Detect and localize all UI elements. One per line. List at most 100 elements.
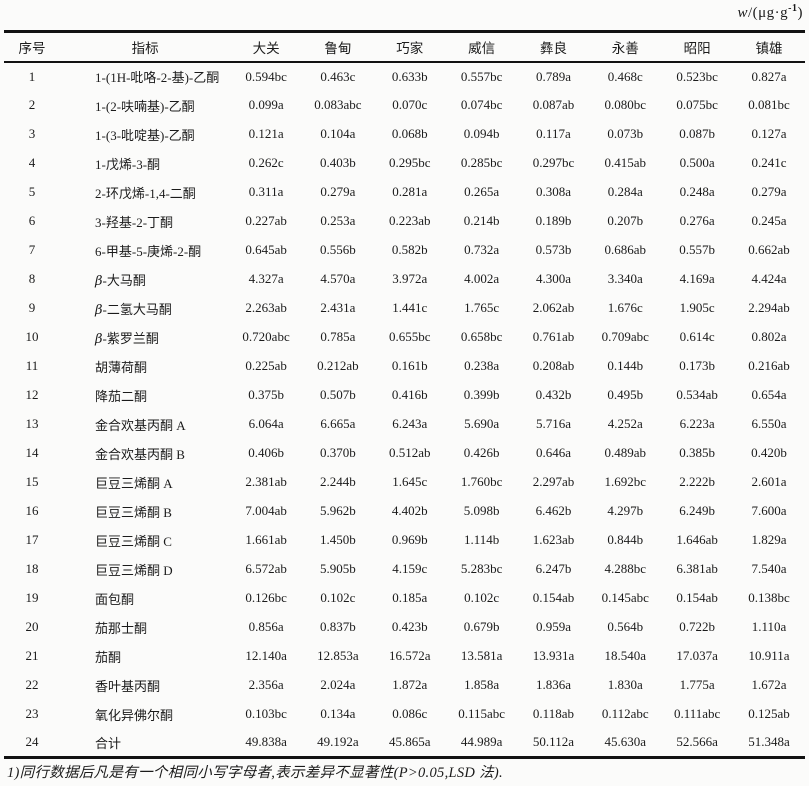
value-cell: 0.281a [392,184,428,199]
value-cell: 0.500a [679,155,715,170]
table-row: 18 巨豆三烯酮 D 6.572ab 5.905b 4.159c 5.283bc 6.247… [4,555,805,584]
value-cell: 0.785a [320,329,356,344]
value-cell: 0.722b [679,619,716,634]
value-cell: 2.431a [320,300,356,315]
value-cell: 0.385b [679,445,716,460]
value-cell: 0.507b [320,387,356,402]
indicator-name: 降茄二酮 [95,388,148,404]
table-row: 13 金合欢基丙酮 A 6.064a 6.665a 6.243a 5.690a 5.716a… [4,410,805,439]
value-cell: 0.679b [463,619,500,634]
value-cell: 0.761ab [532,329,575,344]
value-cell: 2.024a [320,677,356,692]
value-cell: 0.111abc [673,706,721,721]
value-cell: 0.241c [751,155,787,170]
value-cell: 6.249b [679,503,716,518]
indicator-name: 1-戊烯-3-酮 [95,156,161,172]
value-cell: 1.114b [463,532,500,547]
value-cell: 0.420b [751,445,787,460]
value-cell: 5.905b [320,561,356,576]
value-cell: 4.169a [679,271,715,286]
table-row: 11 胡薄荷酮 0.225ab 0.212ab 0.161b 0.238a 0.208ab 0… [4,352,805,381]
value-cell: 6.550a [751,416,787,431]
value-cell: 4.159c [392,561,428,576]
value-cell: 1.775a [679,677,715,692]
col-header-ludian: 鲁甸 [324,40,352,56]
value-cell: 2.601a [751,474,787,489]
value-cell: 0.227ab [245,213,287,228]
value-cell: 51.348a [748,734,790,750]
col-header-daguan: 大关 [252,40,280,56]
indicator-name: 6-甲基-5-庚烯-2-酮 [95,243,202,259]
table-row: 17 巨豆三烯酮 C 1.661ab 1.450b 0.969b 1.114b 1.623a… [4,526,805,555]
indicator-name: 胡薄荷酮 [95,359,148,375]
value-cell: 0.556b [320,242,356,257]
indicator-name: 巨豆三烯酮 D [95,562,173,578]
value-cell: 0.308a [535,184,571,199]
value-cell: 0.099a [248,97,284,112]
unit-superscript: -1 [788,3,798,14]
value-cell: 13.581a [460,648,503,663]
col-header-qiaojia: 巧家 [396,40,424,56]
row-number: 17 [25,532,39,547]
value-cell: 5.098b [463,503,500,518]
value-cell: 1.661ab [245,532,287,547]
value-cell: 0.134a [320,706,356,721]
value-cell: 5.716a [535,416,571,431]
value-cell: 0.523bc [676,68,718,84]
value-cell: 0.827a [751,68,787,84]
header-row: 序号 指标 大关 鲁甸 巧家 威信 彝良 永善 昭阳 镇雄 [4,32,805,62]
row-number: 5 [28,184,36,199]
value-cell: 1.441c [392,300,428,315]
value-cell: 0.426b [463,445,500,460]
value-cell: 0.732a [464,242,500,257]
value-cell: 1.905c [679,300,715,315]
value-cell: 0.154ab [676,590,718,605]
value-cell: 2.356a [248,677,284,692]
value-cell: 2.062ab [532,300,575,315]
value-cell: 6.064a [248,416,284,431]
indicator-name: 面包酮 [95,591,135,607]
value-cell: 0.802a [751,329,787,344]
table-row: 21 茄酮 12.140a 12.853a 16.572a 13.581a 13.931a 1… [4,642,805,671]
value-cell: 1.692bc [604,474,647,489]
table-row: 10 β-紫罗兰酮 0.720abc 0.785a 0.655bc 0.658bc 0.76… [4,323,805,352]
table-row: 22 香叶基丙酮 2.356a 2.024a 1.872a 1.858a 1.836a 1.8… [4,671,805,700]
value-cell: 0.489ab [604,445,647,460]
indicator-name: 1-(2-呋喃基)-乙酮 [95,98,195,114]
table-row: 2 1-(2-呋喃基)-乙酮 0.099a 0.083abc 0.070c 0.074bc… [4,91,805,120]
value-cell: 0.238a [464,358,500,373]
value-cell: 6.462b [535,503,572,518]
value-cell: 1.450b [320,532,356,547]
value-cell: 45.630a [604,734,647,750]
table-row: 24 合计 49.838a 49.192a 45.865a 44.989a 50.112a 4… [4,729,805,758]
indicator-name: 茄那士酮 [95,620,148,636]
value-cell: 45.865a [389,734,431,750]
value-cell: 2.244b [320,474,356,489]
value-cell: 0.083abc [314,97,362,112]
value-cell: 0.279a [320,184,356,199]
value-cell: 5.690a [464,416,500,431]
table-row: 9 β-二氢大马酮 2.263ab 2.431a 1.441c 1.765c 2.062ab… [4,294,805,323]
value-cell: 0.534ab [676,387,718,402]
row-number: 19 [25,590,39,605]
value-cell: 17.037a [676,648,718,663]
indicator-name: 巨豆三烯酮 A [95,475,173,491]
indicator-name: β-紫罗兰酮 [95,330,159,347]
value-cell: 1.765c [464,300,500,315]
value-cell: 4.402b [391,503,428,518]
row-number: 13 [25,416,39,431]
value-cell: 44.989a [460,734,503,750]
unit-label: w/(μg·g-1) [737,3,803,22]
value-cell: 0.070c [392,97,428,112]
value-cell: 0.173b [679,358,716,373]
col-header-weixin: 威信 [468,40,496,56]
value-cell: 0.416b [391,387,428,402]
value-cell: 0.633b [391,68,428,84]
value-cell: 0.375b [248,387,284,402]
table-row: 3 1-(3-吡啶基)-乙酮 0.121a 0.104a 0.068b 0.094b 0.1… [4,120,805,149]
value-cell: 0.248a [679,184,715,199]
value-cell: 0.245a [751,213,787,228]
indicator-name: 3-羟基-2-丁酮 [95,214,174,230]
footnote: 1)同行数据后凡是有一个相同小写字母者,表示差异不显著性(P>0.05,LSD … [7,761,503,782]
value-cell: 0.212ab [317,358,359,373]
